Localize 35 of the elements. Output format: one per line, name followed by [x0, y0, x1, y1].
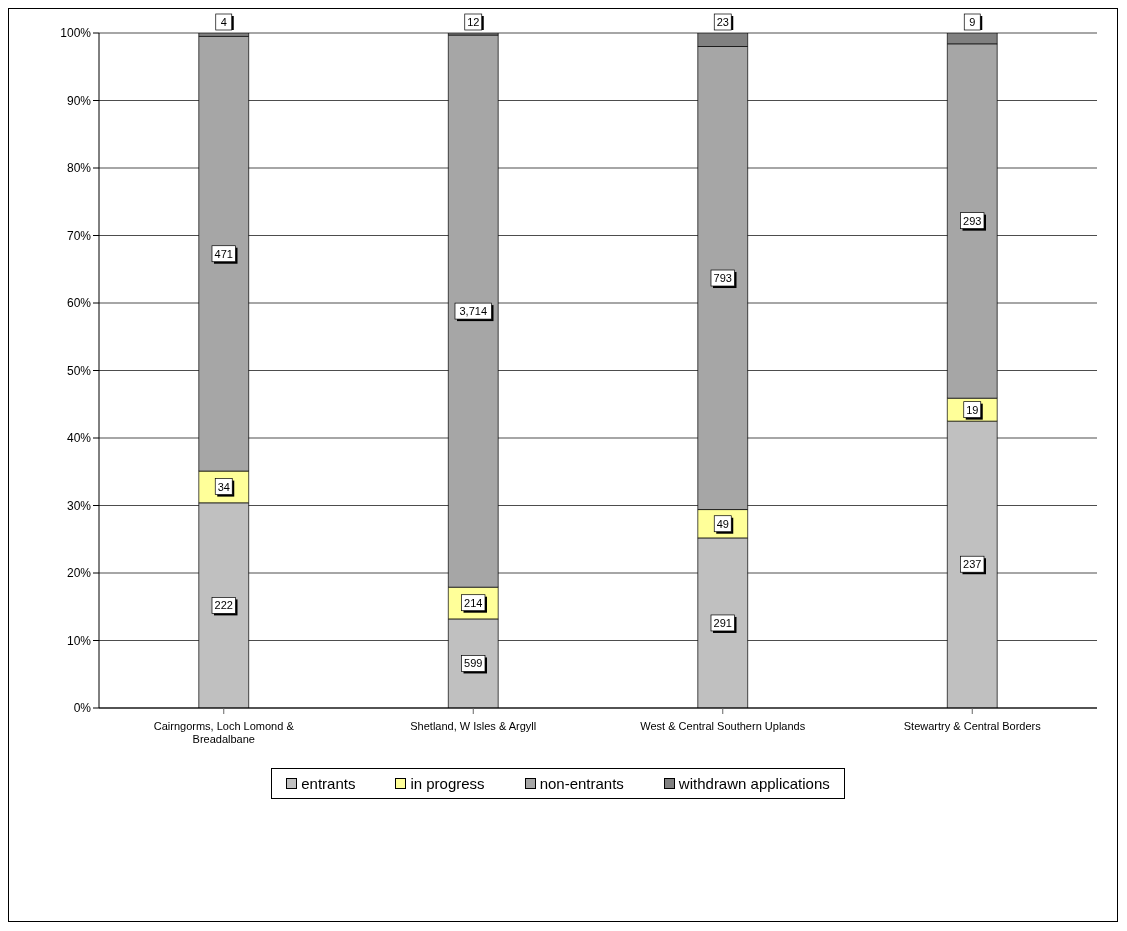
annotation: 4 — [220, 16, 227, 28]
y-tick-label: 80% — [66, 161, 92, 176]
annotation: 9 — [969, 16, 976, 28]
y-tick-label: 60% — [66, 296, 92, 311]
legend-label: in progress — [409, 775, 485, 792]
annotation: 291 — [713, 616, 732, 629]
annotation: 34 — [217, 480, 230, 493]
annotation: 214 — [464, 596, 483, 609]
annotation: 237 — [963, 558, 982, 571]
annotation: 793 — [713, 272, 732, 285]
annotation: 3,714 — [459, 305, 488, 318]
x-tick-label: Shetland, W Isles & Argyll — [410, 720, 537, 732]
x-tick-label: Cairngorms, Loch Lomond & Breadalbane — [153, 720, 295, 745]
annotation: 293 — [963, 214, 982, 227]
y-tick-label: 10% — [66, 633, 92, 648]
annotation: 471 — [214, 247, 233, 260]
y-tick-label: 0% — [73, 701, 92, 716]
y-tick-label: 50% — [66, 363, 92, 378]
legend-label: entrants — [300, 775, 356, 792]
legend-label: withdrawn applications — [677, 775, 830, 792]
annotation: 599 — [464, 657, 483, 670]
legend-label: non-entrants — [538, 775, 624, 792]
y-tick-label: 100% — [60, 26, 92, 41]
annotation: 12 — [467, 16, 480, 28]
annotation: 23 — [716, 16, 729, 28]
annotation: 222 — [214, 599, 233, 612]
y-tick-label: 30% — [66, 498, 92, 513]
y-tick-label: 70% — [66, 228, 92, 243]
y-tick-label: 90% — [66, 93, 92, 108]
y-tick-label: 20% — [66, 566, 92, 581]
y-tick-label: 40% — [66, 431, 92, 446]
x-tick-label: West & Central Southern Uplands — [640, 720, 806, 732]
annotation: 49 — [716, 517, 729, 530]
annotation: 19 — [966, 403, 979, 416]
x-tick-label: Stewartry & Central Borders — [903, 720, 1042, 732]
